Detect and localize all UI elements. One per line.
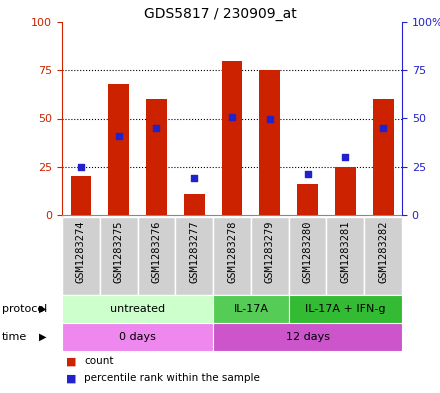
Text: GSM1283274: GSM1283274 (76, 220, 86, 283)
Text: count: count (84, 356, 114, 367)
Point (77, 163, 84, 170)
Bar (62, 323, 213, 351)
Bar (222, 61, 242, 215)
Text: protocol: protocol (2, 304, 48, 314)
Text: GSM1283280: GSM1283280 (303, 220, 312, 283)
Text: untreated: untreated (110, 304, 165, 314)
Bar (251, 217, 289, 295)
Text: ▶: ▶ (39, 304, 46, 314)
Point (153, 125, 160, 131)
Bar (326, 217, 364, 295)
Text: GDS5817 / 230909_at: GDS5817 / 230909_at (143, 7, 297, 21)
Bar (297, 184, 318, 215)
Bar (364, 217, 402, 295)
Text: percentile rank within the sample: percentile rank within the sample (84, 373, 260, 383)
Text: 12 days: 12 days (286, 332, 330, 342)
Bar (62, 217, 100, 295)
Bar (175, 217, 213, 295)
Bar (213, 295, 289, 323)
Text: GSM1283282: GSM1283282 (378, 220, 388, 283)
Text: time: time (2, 332, 27, 342)
Text: 0 days: 0 days (119, 332, 156, 342)
Bar (260, 70, 280, 215)
Text: GSM1283278: GSM1283278 (227, 220, 237, 283)
Bar (289, 217, 326, 295)
Bar (62, 295, 213, 323)
Bar (100, 217, 138, 295)
Point (115, 133, 122, 139)
Bar (335, 167, 356, 215)
Bar (146, 99, 167, 215)
Bar (373, 99, 393, 215)
Point (266, 116, 273, 122)
Bar (289, 295, 402, 323)
Bar (108, 84, 129, 215)
Point (342, 154, 349, 160)
Text: IL-17A: IL-17A (233, 304, 268, 314)
Text: IL-17A + IFN-g: IL-17A + IFN-g (305, 304, 385, 314)
Bar (138, 217, 175, 295)
Bar (184, 194, 205, 215)
Text: GSM1283277: GSM1283277 (189, 220, 199, 283)
Point (228, 114, 235, 120)
Text: GSM1283281: GSM1283281 (340, 220, 350, 283)
Point (304, 171, 311, 178)
Bar (70, 176, 91, 215)
Text: GSM1283276: GSM1283276 (151, 220, 161, 283)
Text: GSM1283279: GSM1283279 (265, 220, 275, 283)
Bar (213, 323, 402, 351)
Point (380, 125, 387, 131)
Bar (213, 217, 251, 295)
Text: GSM1283275: GSM1283275 (114, 220, 124, 283)
Text: ■: ■ (66, 356, 77, 367)
Point (191, 175, 198, 182)
Text: ■: ■ (66, 373, 77, 383)
Text: ▶: ▶ (39, 332, 46, 342)
